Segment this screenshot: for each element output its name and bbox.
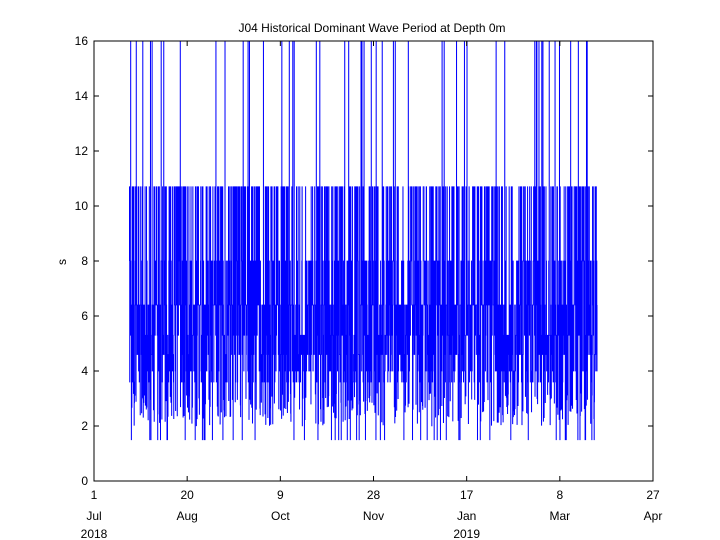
series-layer <box>128 40 598 441</box>
y-tick-label: 2 <box>81 419 88 433</box>
axis-layer: 0 2 4 6 8 10 12 14 16 1 Jul 2018 20 Aug 9 Oct 28 Nov 17 Jan… <box>75 34 663 540</box>
y-tick-label: 16 <box>75 34 89 48</box>
x-tick-day: 27 <box>646 488 660 502</box>
x-tick-month: Aug <box>176 509 197 523</box>
x-tick-day: 8 <box>556 488 563 502</box>
y-tick-label: 10 <box>75 199 89 213</box>
x-tick-month: Oct <box>271 509 290 523</box>
x-tick-month: Jul <box>86 509 101 523</box>
series-line <box>128 40 598 441</box>
x-tick-month: Apr <box>644 509 663 523</box>
x-tick-day: 20 <box>180 488 194 502</box>
x-tick-day: 1 <box>91 488 98 502</box>
x-tick-year: 2018 <box>81 527 108 540</box>
y-tick-label: 4 <box>81 364 88 378</box>
y-tick-label: 6 <box>81 309 88 323</box>
x-tick-month: Mar <box>549 509 570 523</box>
x-tick-day: 17 <box>460 488 474 502</box>
y-tick-label: 12 <box>75 144 89 158</box>
chart-title: J04 Historical Dominant Wave Period at D… <box>239 21 506 35</box>
x-tick-year: 2019 <box>453 527 480 540</box>
y-axis-label: s <box>55 259 69 265</box>
y-tick-label: 0 <box>81 474 88 488</box>
x-tick-month: Nov <box>363 509 384 523</box>
y-tick-label: 8 <box>81 254 88 268</box>
x-tick-day: 28 <box>367 488 381 502</box>
x-tick-month: Jan <box>457 509 476 523</box>
y-tick-label: 14 <box>75 89 89 103</box>
x-tick-day: 9 <box>277 488 284 502</box>
